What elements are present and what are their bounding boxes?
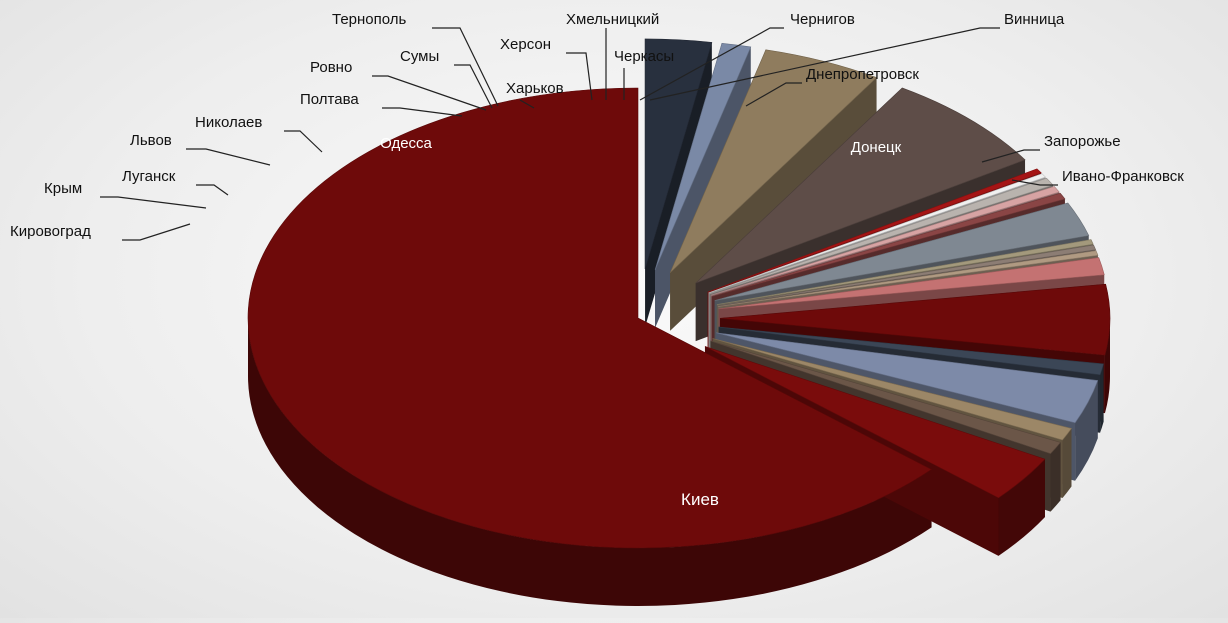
leader-line-9 (454, 64, 493, 109)
slice-label-0: Киев (681, 490, 719, 509)
slice-3-top (712, 338, 1072, 441)
leader-line-17 (745, 82, 802, 107)
slice-label-7: Полтава (300, 91, 359, 108)
slice-6-top (719, 283, 1111, 356)
slice-label-9: Сумы (400, 48, 439, 65)
slice-7-top (718, 257, 1105, 310)
slice-18-top (669, 49, 878, 273)
slice-label-18: Донецк (851, 139, 902, 156)
leader-line-11 (519, 99, 535, 109)
leader-line-5 (284, 130, 323, 153)
slice-label-6: Одесса (380, 135, 432, 152)
slice-10-top (716, 239, 1094, 305)
slice-label-19: Запорожье (1044, 133, 1121, 150)
leader-line-3 (196, 184, 229, 196)
slice-label-14: Черкасы (614, 48, 674, 65)
slice-16-top (707, 168, 1042, 293)
slice-label-12: Херсон (500, 36, 551, 53)
slice-label-3: Луганск (122, 168, 176, 185)
leader-line-19 (981, 149, 1040, 163)
slice-17-top (695, 87, 1026, 284)
leader-line-7 (382, 107, 463, 117)
slice-label-2: Крым (44, 180, 82, 197)
leader-line-1 (122, 223, 191, 241)
slice-1-side-0 (998, 459, 1045, 556)
slice-15-top (708, 173, 1046, 294)
slice-1-top (704, 346, 1046, 499)
leader-line-15 (639, 27, 784, 101)
slice-3-side-0 (1062, 428, 1072, 498)
slice-label-13: Хмельницкий (566, 11, 659, 28)
slice-label-5: Николаев (195, 114, 262, 131)
leader-line-20 (1011, 179, 1058, 186)
leader-line-16 (649, 27, 1000, 101)
slice-label-4: Львов (130, 132, 172, 149)
slice-label-17: Днепропетровск (806, 66, 919, 83)
leader-line-12 (566, 52, 593, 101)
slice-label-11: Харьков (506, 80, 564, 97)
slice-13-top (710, 186, 1060, 296)
slice-label-10: Тернополь (332, 11, 407, 28)
leader-line-2 (100, 196, 207, 209)
slice-6-side-0 (1104, 318, 1110, 414)
leader-line-10 (432, 27, 499, 107)
slice-9-top (717, 244, 1097, 306)
leader-line-4 (186, 148, 271, 166)
slice-0-top (247, 87, 933, 549)
slice-20-top (644, 38, 713, 270)
slice-2-side-0 (1050, 442, 1061, 512)
slice-5-top (718, 326, 1104, 376)
slice-8-top (717, 250, 1099, 307)
slice-2-top (710, 340, 1062, 454)
slice-12-top (711, 192, 1066, 297)
slice-label-8: Ровно (310, 59, 352, 76)
slice-label-20: Ивано-Франковск (1062, 168, 1184, 185)
slice-4-top (716, 332, 1099, 424)
slice-label-15: Чернигов (790, 11, 855, 28)
slice-5-side-0 (1100, 363, 1104, 433)
slice-label-1: Кировоград (10, 223, 91, 240)
slice-4-side-0 (1075, 380, 1098, 481)
slice-0-side-0 (247, 318, 932, 607)
slice-19-top (654, 42, 752, 270)
slice-11-top (714, 202, 1090, 301)
slice-label-16: Винница (1004, 11, 1065, 28)
leader-line-8 (372, 75, 487, 111)
